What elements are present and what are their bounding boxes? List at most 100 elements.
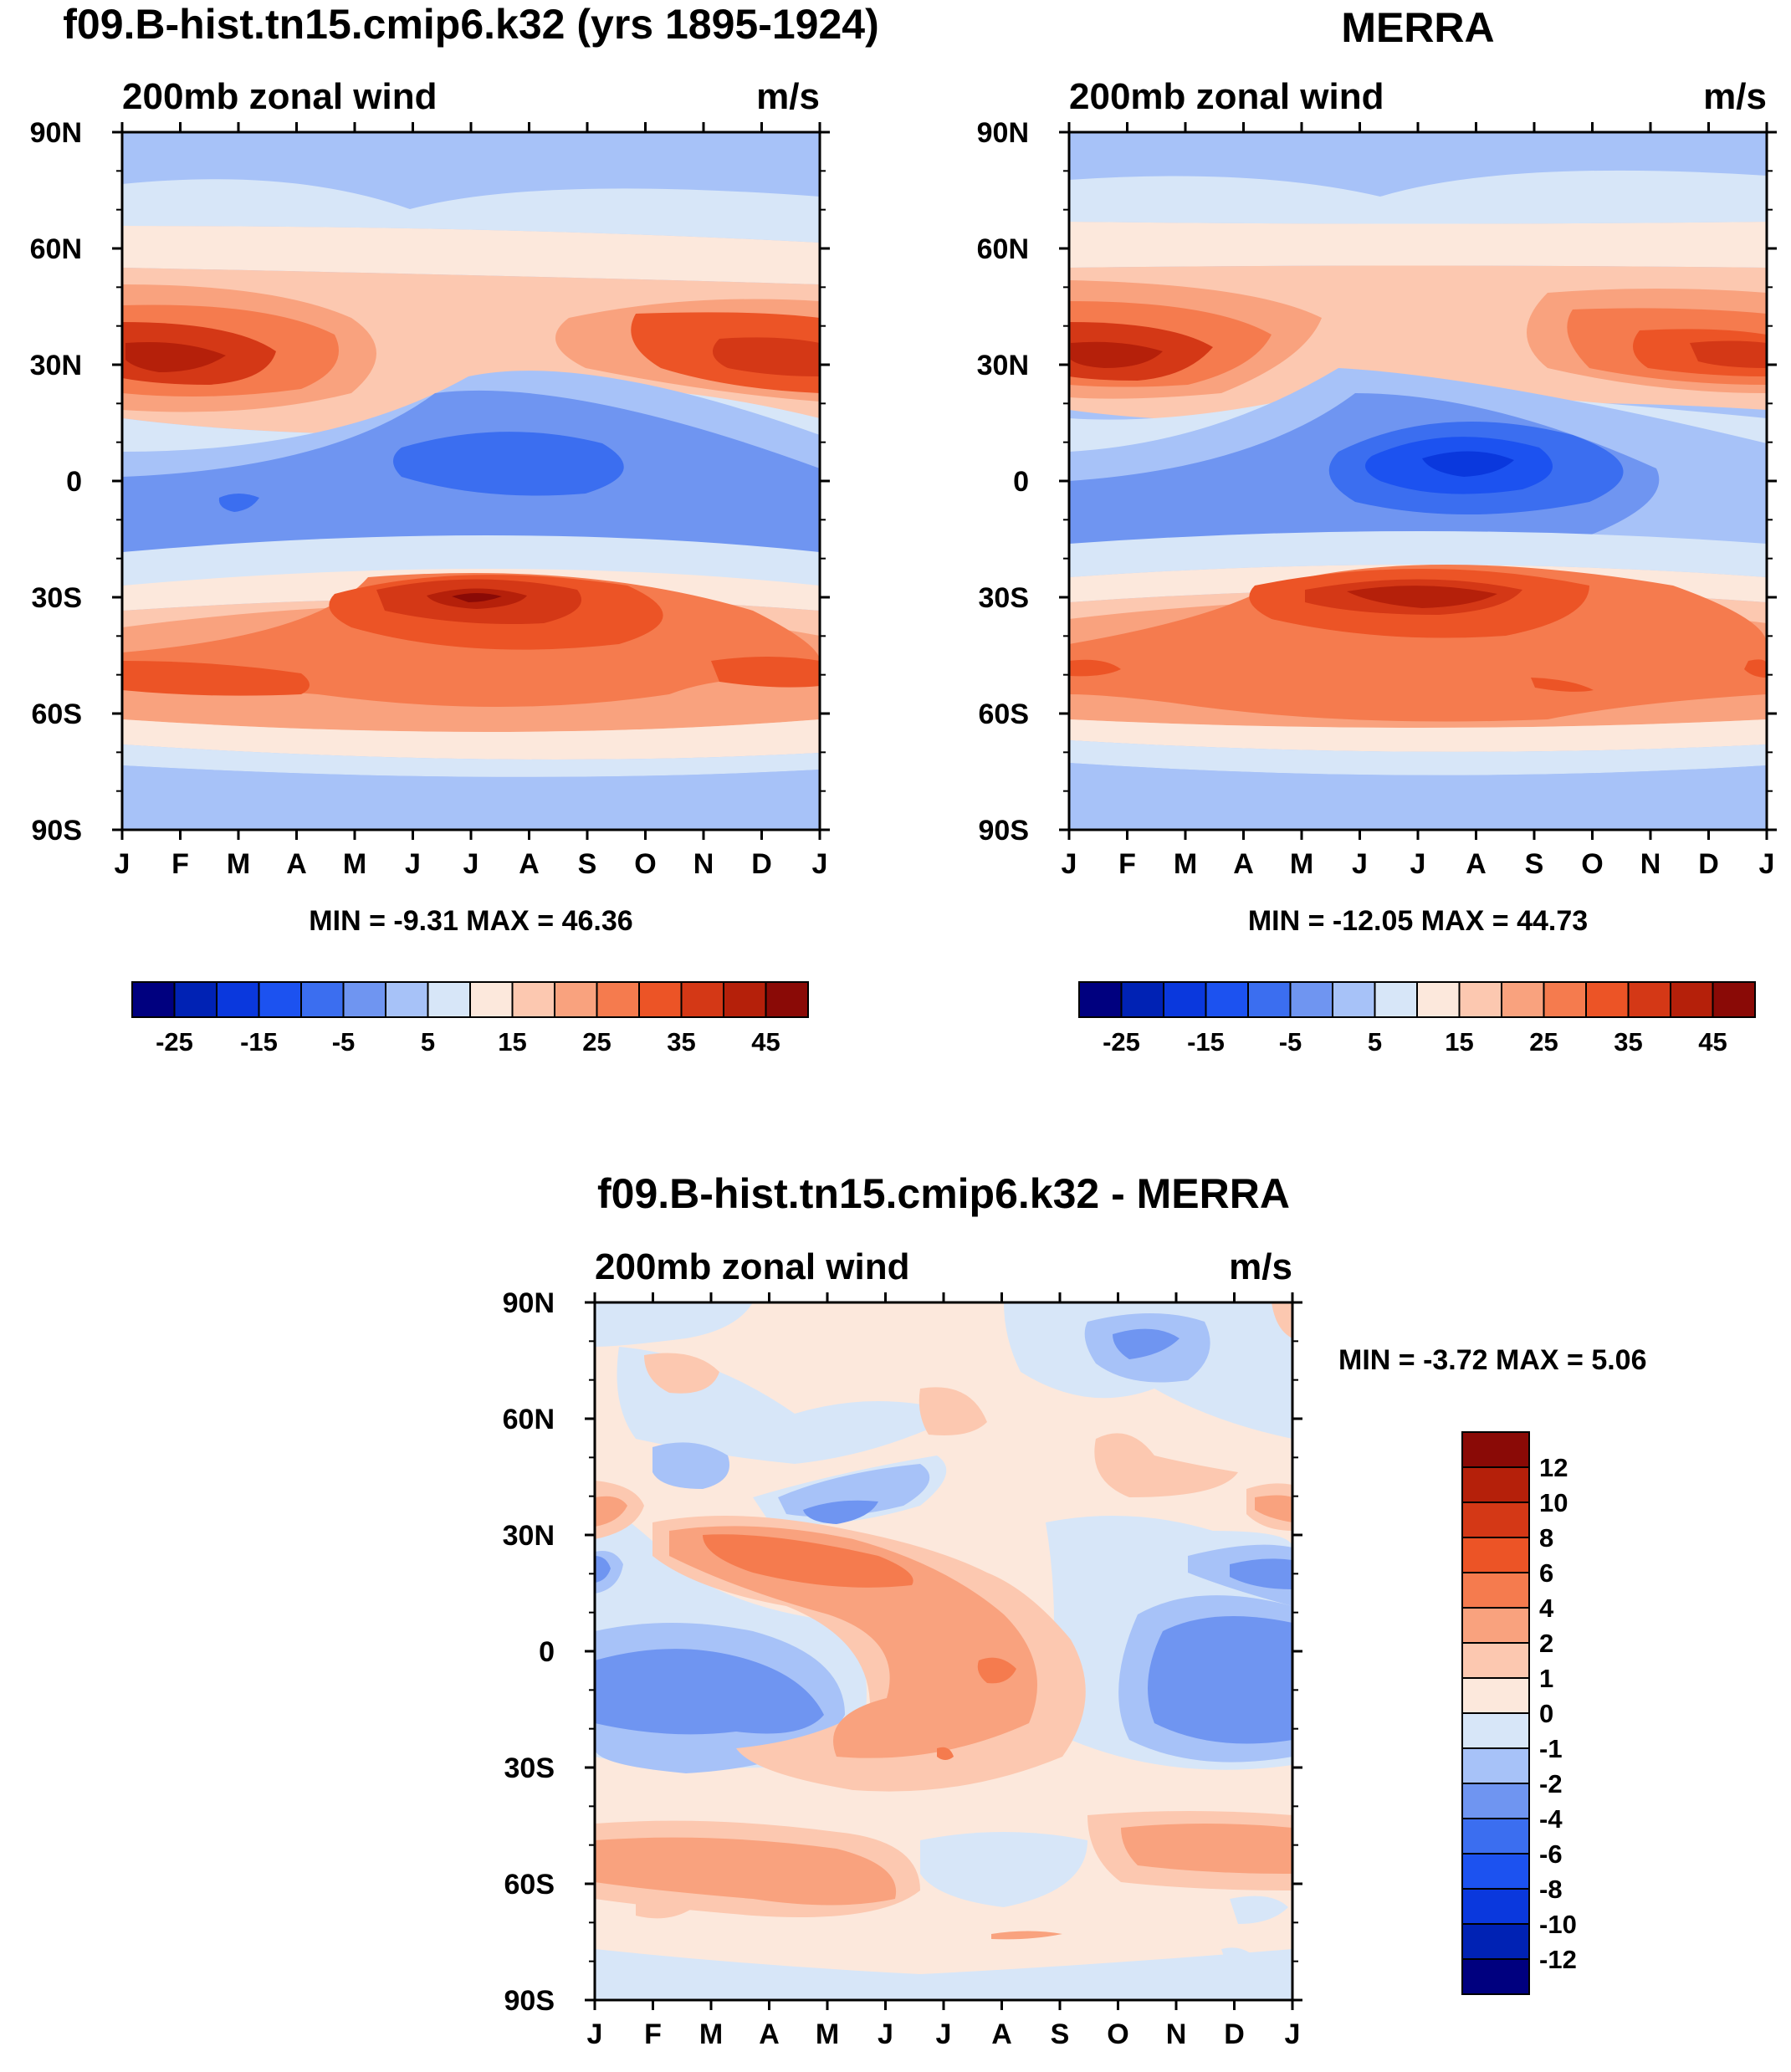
difference-x-tick-label: F (644, 2018, 662, 2050)
difference-colorbar-box (1461, 1502, 1530, 1538)
difference-panel-title: f09.B-hist.tn15.cmip6.k32 - MERRA (597, 1170, 1290, 1217)
model-x-tick-label: J (115, 848, 130, 880)
model-subtitle-left: 200mb zonal wind (122, 76, 438, 117)
merra-band-south-high-weak (1069, 740, 1767, 775)
diff-pos-max-subtropics (703, 1534, 913, 1588)
merra-x-tick-label: D (1698, 848, 1719, 880)
merra-band-south-jet-max (1347, 586, 1497, 608)
merra-contour-field (1069, 132, 1767, 830)
model-colorbar-box (258, 981, 302, 1018)
merra-band-south-jet-east (1744, 659, 1767, 678)
model-x-tick-label: F (171, 848, 189, 880)
merra-subtitle-left: 200mb zonal wind (1069, 76, 1384, 117)
merra-colorbar-label: 25 (1529, 1027, 1558, 1056)
model-colorbar-box (765, 981, 809, 1018)
merra-colorbar-box (1120, 981, 1164, 1018)
merra-colorbar-box (1289, 981, 1333, 1018)
difference-colorbar-box (1461, 1677, 1530, 1714)
diff-pos-mod-north-mid (919, 1387, 987, 1435)
merra-panel-title: MERRA (1341, 4, 1494, 51)
diff-neg-weak-east-spot (1230, 1895, 1288, 1924)
model-y-tick-label: 90S (32, 815, 83, 847)
merra-subtitle-units: m/s (1703, 76, 1767, 117)
difference-colorbar-box (1461, 1747, 1530, 1784)
difference-x-tick-label: D (1224, 2018, 1245, 2050)
difference-colorbar-label: -6 (1539, 1839, 1563, 1869)
diff-neg-weak-arctic-west (595, 1302, 753, 1347)
merra-band-easterly-center (1422, 451, 1514, 477)
merra-colorbar-box (1163, 981, 1207, 1018)
model-subtitle-units: m/s (756, 76, 820, 117)
merra-colorbar-box (1332, 981, 1376, 1018)
model-colorbar-label: -15 (240, 1027, 278, 1056)
model-colorbar: -25 -15 -5 5 15 25 35 45 (131, 981, 809, 1056)
difference-colorbar-label: 10 (1539, 1488, 1568, 1517)
difference-y-tick-label: 60N (503, 1404, 555, 1435)
model-band-jet-max-late (713, 337, 820, 376)
model-band-jet-max (125, 342, 226, 372)
diff-neg-strong-east-edge (1230, 1558, 1292, 1589)
merra-x-tick-label: J (1062, 848, 1077, 880)
merra-colorbar-box (1374, 981, 1418, 1018)
model-y-tick-label: 90N (30, 117, 82, 149)
diff-pos-mod-north-west (644, 1353, 719, 1394)
difference-panel: f09.B-hist.tn15.cmip6.k32 - MERRA 200mb … (503, 1170, 1647, 2050)
merra-y-tick-label: 90S (979, 815, 1030, 847)
model-colorbar-label: 45 (751, 1027, 780, 1056)
diff-neg-mod-north-mid (652, 1442, 729, 1489)
merra-x-tick-label: F (1118, 848, 1136, 880)
merra-y-tick-label: 30S (979, 582, 1030, 614)
diff-pos-strong-east-30n (1255, 1495, 1292, 1522)
diff-pos-mod-arctic (1272, 1302, 1292, 1338)
merra-panel: MERRA 200mb zonal wind m/s (977, 4, 1777, 1056)
merra-colorbar-label: 5 (1368, 1027, 1382, 1056)
merra-band-north-mid (1069, 222, 1767, 268)
merra-x-tick-label: N (1640, 848, 1661, 880)
model-y-ticks: 90N 60N 30N 0 30S 60S 90S (30, 117, 830, 847)
merra-band-south-polar (1069, 763, 1767, 830)
model-colorbar-box (300, 981, 345, 1018)
model-y-tick-label: 30N (30, 350, 82, 381)
merra-colorbar-box (1247, 981, 1292, 1018)
diff-neg-mod-subtropics (778, 1464, 930, 1517)
merra-colorbar-label: -5 (1279, 1027, 1302, 1056)
merra-colorbar-box (1078, 981, 1123, 1018)
difference-colorbar-label: 6 (1539, 1558, 1553, 1588)
merra-colorbar-label: 15 (1445, 1027, 1473, 1056)
difference-x-tick-label: M (816, 2018, 839, 2050)
difference-x-tick-label: M (699, 2018, 723, 2050)
model-band-easterly-spot (218, 494, 259, 512)
diff-pos-mod-south-spot (636, 1895, 694, 1919)
diff-neg-strong-west-edge (595, 1556, 611, 1583)
merra-x-tick-label: J (1352, 848, 1368, 880)
difference-min-max-stats: MIN = -3.72 MAX = 5.06 (1338, 1344, 1647, 1376)
model-colorbar-box (723, 981, 767, 1018)
model-x-tick-label: J (812, 848, 828, 880)
difference-colorbar-box (1461, 1607, 1530, 1644)
model-colorbar-box (385, 981, 429, 1018)
difference-subtitle-units: m/s (1229, 1246, 1292, 1287)
model-x-tick-label: A (286, 848, 307, 880)
model-y-tick-label: 0 (66, 466, 82, 498)
difference-colorbar-label: -1 (1539, 1734, 1563, 1763)
merra-colorbar-box (1458, 981, 1502, 1018)
merra-colorbar-label: -25 (1103, 1027, 1140, 1056)
merra-colorbar-label: -15 (1187, 1027, 1225, 1056)
diff-pos-strong-south-spot (991, 1931, 1062, 1940)
model-band-north-weak (122, 179, 820, 243)
difference-colorbar-box (1461, 1783, 1530, 1819)
difference-x-tick-label: A (759, 2018, 780, 2050)
model-x-tick-label: S (578, 848, 597, 880)
merra-colorbar-box (1627, 981, 1671, 1018)
merra-x-tick-label: M (1290, 848, 1313, 880)
merra-y-tick-label: 30N (977, 350, 1029, 381)
model-contour-field (122, 132, 820, 830)
model-band-south-jet-max-core (452, 593, 502, 602)
model-band-south-polar (122, 765, 820, 830)
difference-colorbar-box (1461, 1572, 1530, 1609)
difference-colorbar-label: -10 (1539, 1910, 1577, 1939)
difference-colorbar-box (1461, 1537, 1530, 1573)
difference-colorbar-label: 1 (1539, 1664, 1553, 1693)
merra-colorbar-box (1205, 981, 1249, 1018)
